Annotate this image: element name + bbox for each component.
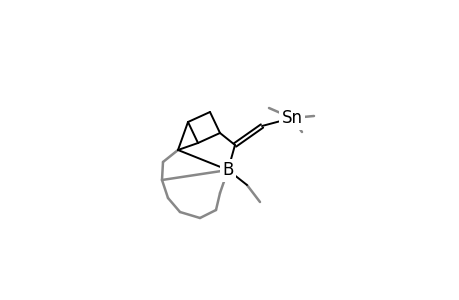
Text: Sn: Sn <box>281 109 302 127</box>
Text: B: B <box>222 161 233 179</box>
